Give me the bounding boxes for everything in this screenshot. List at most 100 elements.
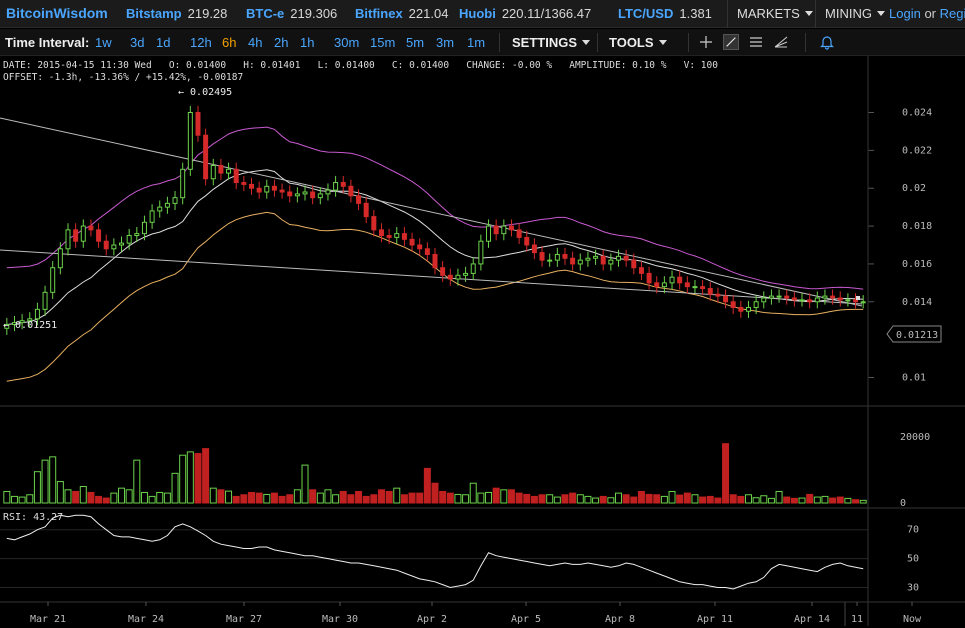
mining-menu-button[interactable]: MINING — [825, 6, 885, 21]
volume-bar — [247, 491, 255, 504]
candle-body — [715, 293, 721, 297]
candle-body — [677, 276, 683, 284]
tools-menu-button[interactable]: TOOLS — [609, 35, 667, 50]
candle-body — [478, 240, 484, 265]
volume-bar — [660, 495, 668, 504]
volume-bar — [821, 495, 829, 504]
candle-body — [279, 189, 285, 193]
volume-bar — [829, 497, 837, 504]
candle-body — [57, 248, 63, 269]
bell-alert-icon[interactable] — [819, 34, 835, 50]
volume-bar — [622, 494, 630, 504]
ticker-bitfinex[interactable]: Bitfinex 221.04 — [355, 6, 448, 21]
candle-body — [562, 253, 568, 259]
candle-body — [501, 225, 507, 235]
chevron-down-icon — [804, 11, 813, 16]
volume-bar — [148, 495, 156, 504]
login-link[interactable]: Login — [889, 6, 921, 21]
volume-bar — [408, 492, 416, 504]
toolbar-divider — [688, 33, 689, 52]
candle-body — [638, 267, 644, 274]
interval-1d[interactable]: 1d — [156, 35, 171, 50]
candle-body — [417, 244, 423, 250]
candle-body — [27, 318, 33, 322]
ticker-exchange[interactable]: LTC/USD — [618, 6, 674, 21]
candle-body — [692, 286, 698, 289]
ticker-btce[interactable]: BTC-e 219.306 — [246, 6, 337, 21]
candle-body — [524, 236, 530, 246]
ticker-exchange[interactable]: Bitfinex — [355, 6, 403, 21]
volume-bar — [783, 496, 791, 504]
candle-body — [363, 202, 369, 218]
candle-body — [845, 299, 851, 302]
x-tick-label: Apr 14 — [794, 614, 830, 625]
brand-logo[interactable]: BitcoinWisdom — [6, 5, 108, 21]
candle-body — [394, 233, 400, 238]
markets-label: MARKETS — [737, 6, 800, 21]
interval-3d[interactable]: 3d — [130, 35, 145, 50]
x-tick-label: Mar 24 — [128, 614, 164, 625]
volume-bar — [118, 487, 126, 504]
interval-5m[interactable]: 5m — [406, 35, 425, 50]
volume-bar — [645, 493, 653, 504]
ticker-price: 219.28 — [187, 6, 228, 21]
rsi-line — [6, 514, 864, 590]
ticker-exchange[interactable]: BTC-e — [246, 6, 285, 21]
volume-bar — [813, 496, 821, 504]
volume-bar — [630, 496, 638, 504]
toolbar-divider — [499, 33, 500, 52]
volume-bar — [683, 492, 691, 504]
volume-bar — [385, 490, 393, 504]
interval-4h[interactable]: 4h — [248, 35, 263, 50]
y-tick-label: 0.022 — [902, 145, 932, 156]
crosshair-icon[interactable] — [698, 34, 714, 50]
ticker-huobi[interactable]: Huobi 220.11/1366.47 — [459, 6, 591, 21]
y-tick-label: 0.016 — [902, 259, 932, 270]
horizontal-lines-icon[interactable] — [748, 34, 764, 50]
time-interval-label: Time Interval: — [5, 35, 90, 50]
volume-bar — [400, 494, 408, 504]
interval-6h[interactable]: 6h — [222, 35, 237, 50]
candle-body — [424, 248, 430, 255]
volume-bar — [49, 456, 57, 504]
high-price-label: ← 0.02495 — [178, 87, 232, 98]
volume-bar — [668, 490, 676, 504]
interval-30m[interactable]: 30m — [334, 35, 360, 50]
ticker-bitstamp[interactable]: Bitstamp 219.28 — [126, 6, 227, 21]
candle-body — [791, 297, 797, 301]
fan-lines-icon[interactable] — [773, 34, 789, 50]
register-link[interactable]: Regi — [939, 6, 965, 21]
ticker-ltcusd[interactable]: LTC/USD 1.381 — [618, 6, 712, 21]
ticker-exchange[interactable]: Huobi — [459, 6, 496, 21]
volume-bar — [278, 495, 286, 504]
candle-body — [646, 272, 652, 284]
volume-bar — [163, 492, 171, 504]
candle-body — [470, 263, 476, 274]
auth-links: Login or Regi — [889, 6, 965, 21]
volume-bar — [393, 487, 401, 504]
interval-12h[interactable]: 12h — [190, 35, 212, 50]
interval-1w[interactable]: 1w — [95, 35, 112, 50]
volume-bar — [446, 492, 454, 504]
candle-body — [149, 210, 155, 223]
trendline-icon[interactable] — [723, 34, 739, 50]
interval-1h[interactable]: 1h — [300, 35, 315, 50]
volume-bar — [225, 490, 233, 504]
markets-menu-button[interactable]: MARKETS — [737, 6, 813, 21]
volume-bar — [523, 493, 531, 504]
middle-band-line — [6, 169, 864, 325]
volume-bar — [599, 495, 607, 504]
volume-bar — [286, 494, 294, 504]
candle-body — [799, 299, 805, 302]
interval-1m[interactable]: 1m — [467, 35, 486, 50]
volume-bar — [760, 495, 768, 504]
ticker-exchange[interactable]: Bitstamp — [126, 6, 182, 21]
volume-bar — [171, 472, 179, 504]
price-chart[interactable]: 0.024 0.022 0.02 0.018 0.016 0.014 0.01 ← 0.024… — [0, 56, 965, 628]
settings-menu-button[interactable]: SETTINGS — [512, 35, 591, 50]
interval-3m[interactable]: 3m — [436, 35, 455, 50]
interval-2h[interactable]: 2h — [274, 35, 289, 50]
candle-body — [753, 301, 759, 308]
candle-body — [684, 282, 690, 288]
interval-15m[interactable]: 15m — [370, 35, 396, 50]
